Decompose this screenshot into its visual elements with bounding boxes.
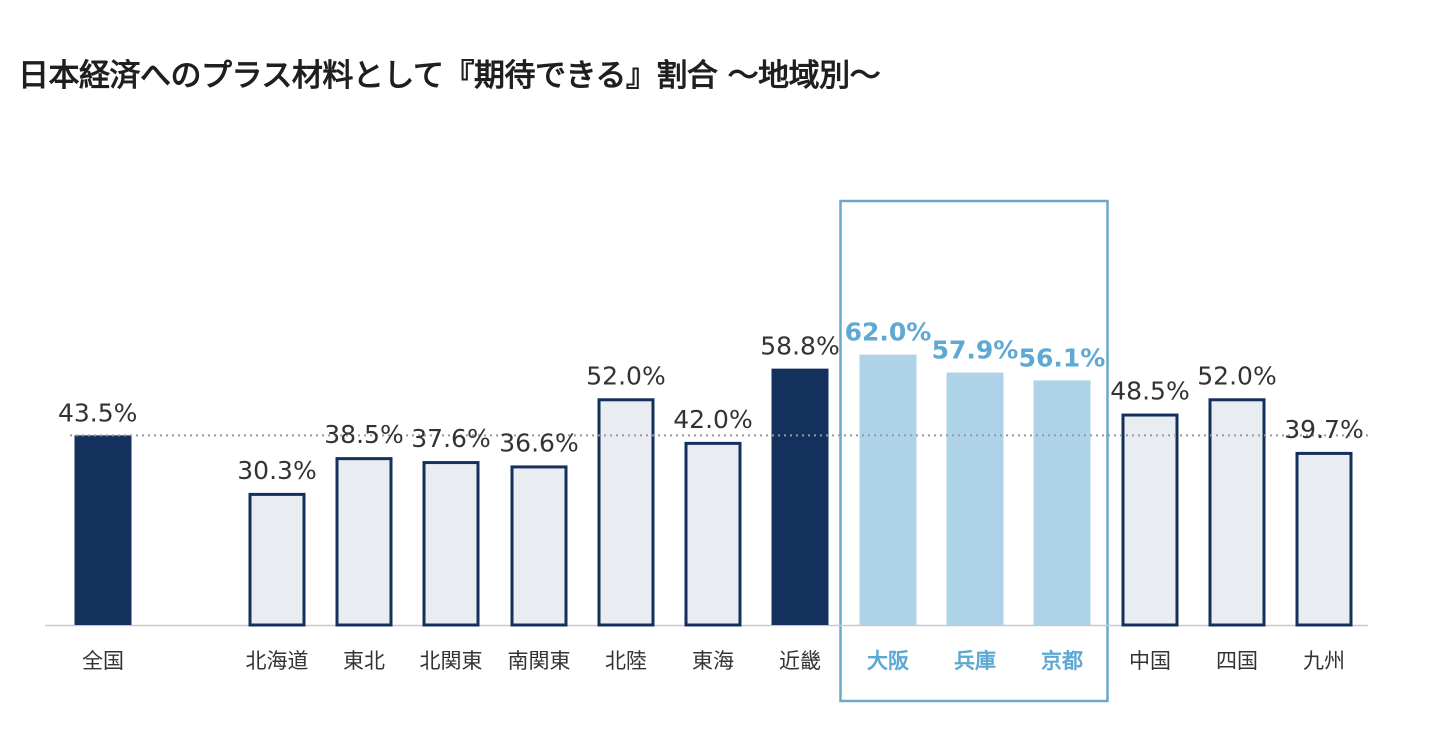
category-label: 北関東 bbox=[420, 649, 483, 673]
value-label: 30.3% bbox=[237, 456, 316, 485]
category-label: 大阪 bbox=[867, 649, 910, 673]
bar-京都 bbox=[1033, 380, 1091, 625]
value-label: 52.0% bbox=[1197, 361, 1276, 390]
value-label: 37.6% bbox=[411, 424, 490, 453]
bar-南関東 bbox=[510, 465, 568, 627]
value-label: 57.9% bbox=[932, 336, 1019, 365]
bar-北陸 bbox=[597, 398, 655, 627]
bar-中国 bbox=[1121, 413, 1179, 627]
bar-九州 bbox=[1295, 451, 1353, 627]
category-label: 兵庫 bbox=[954, 649, 996, 673]
value-label: 48.5% bbox=[1110, 377, 1189, 406]
value-label: 36.6% bbox=[499, 428, 578, 457]
category-label: 中国 bbox=[1129, 649, 1171, 673]
value-label: 39.7% bbox=[1284, 415, 1363, 444]
category-label: 四国 bbox=[1216, 649, 1258, 673]
category-label: 北海道 bbox=[246, 649, 309, 673]
category-label: 東北 bbox=[343, 649, 385, 673]
category-label: 南関東 bbox=[508, 649, 571, 673]
bar-四国 bbox=[1208, 398, 1266, 627]
value-label: 42.0% bbox=[673, 405, 752, 434]
bar-北関東 bbox=[422, 461, 480, 627]
value-label: 52.0% bbox=[586, 361, 665, 390]
highlight-box bbox=[839, 199, 1109, 703]
value-label: 58.8% bbox=[760, 332, 839, 361]
category-label: 北陸 bbox=[605, 649, 647, 673]
bar-東海 bbox=[684, 441, 742, 627]
value-label: 43.5% bbox=[58, 398, 137, 427]
category-label: 九州 bbox=[1303, 649, 1345, 673]
category-label: 京都 bbox=[1041, 649, 1083, 673]
value-label: 56.1% bbox=[1019, 343, 1106, 372]
bar-大阪 bbox=[859, 354, 917, 625]
bar-兵庫 bbox=[946, 372, 1004, 625]
bar-全国 bbox=[74, 435, 132, 625]
category-label: 東海 bbox=[692, 649, 734, 673]
category-label: 近畿 bbox=[779, 649, 821, 673]
category-label: 全国 bbox=[82, 649, 124, 673]
bar-東北 bbox=[335, 457, 393, 627]
chart-title: 日本経済へのプラス材料として『期待できる』割合 〜地域別〜 bbox=[18, 58, 881, 94]
value-label: 38.5% bbox=[324, 420, 403, 449]
bar-近畿 bbox=[771, 368, 829, 625]
value-label: 62.0% bbox=[845, 318, 932, 347]
bar-北海道 bbox=[248, 492, 306, 627]
